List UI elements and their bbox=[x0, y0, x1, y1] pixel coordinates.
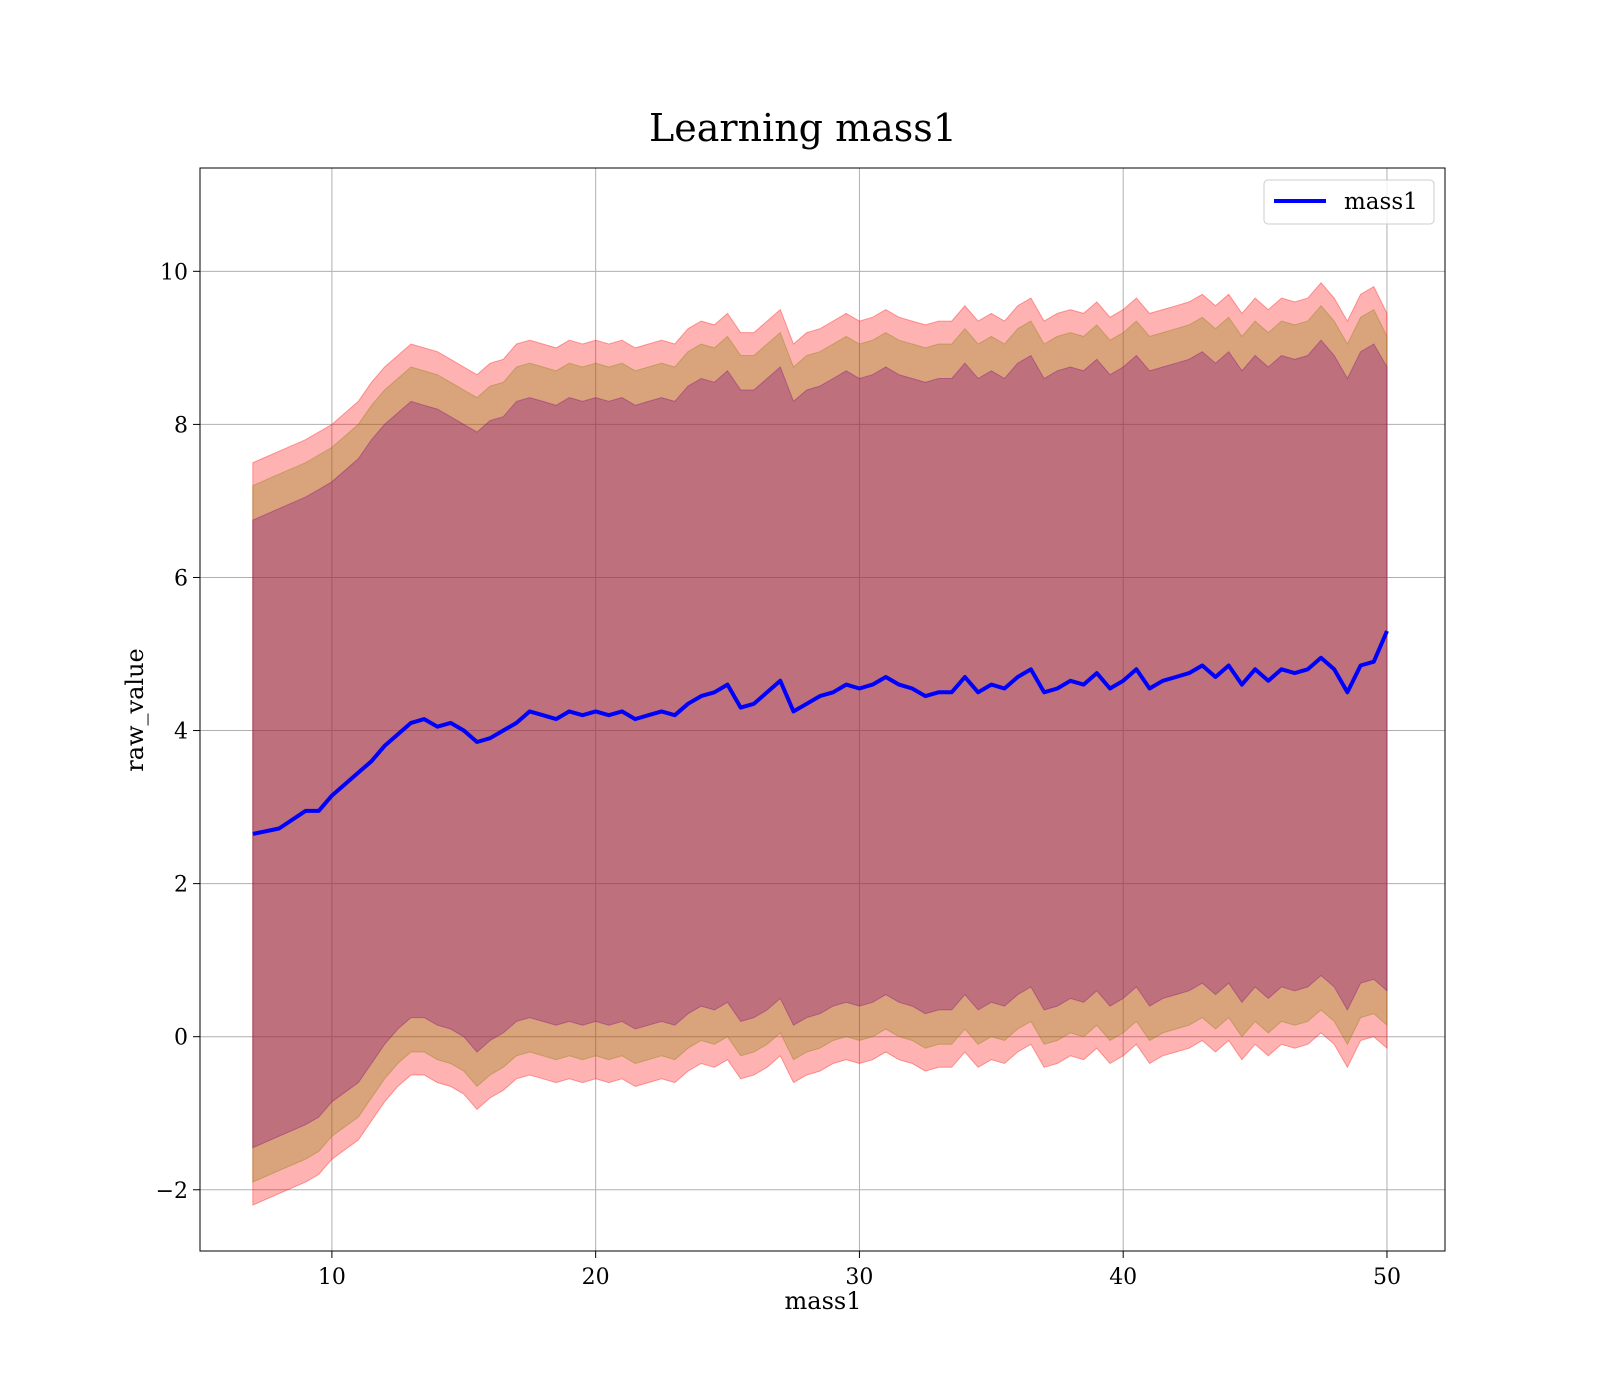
series-line-mass1 bbox=[252, 630, 1389, 836]
x-axis-label: mass1 bbox=[785, 1287, 862, 1315]
x-tick-label: 30 bbox=[845, 1265, 873, 1290]
y-tick-label: 10 bbox=[160, 260, 188, 285]
y-tick-label: 8 bbox=[174, 413, 188, 438]
x-tick-label: 20 bbox=[582, 1265, 610, 1290]
y-tick-label: −2 bbox=[156, 1179, 188, 1204]
series-lines bbox=[252, 630, 1389, 836]
y-tick-label: 0 bbox=[174, 1026, 188, 1051]
y-tick-label: 4 bbox=[174, 720, 188, 745]
plot-frame bbox=[199, 167, 1446, 1252]
x-tick-label: 40 bbox=[1109, 1265, 1137, 1290]
y-tick-label: 6 bbox=[174, 566, 188, 591]
y-axis-label: raw_value bbox=[121, 648, 149, 772]
y-tick-label: 2 bbox=[174, 873, 188, 898]
chart-title: Learning mass1 bbox=[649, 106, 957, 150]
legend: mass1 bbox=[1263, 179, 1435, 225]
legend-label-mass1: mass1 bbox=[1344, 189, 1418, 215]
x-tick-label: 10 bbox=[318, 1265, 346, 1290]
confidence-band-0 bbox=[252, 282, 1388, 1206]
confidence-band-1 bbox=[252, 305, 1388, 1183]
confidence-band-2 bbox=[252, 339, 1388, 1149]
axis-ticks: 10 20 30 40 50 −2 0 2 4 6 8 10 bbox=[156, 260, 1401, 1290]
legend-box bbox=[1263, 179, 1435, 225]
confidence-bands bbox=[252, 282, 1388, 1206]
x-tick-label: 50 bbox=[1373, 1265, 1401, 1290]
